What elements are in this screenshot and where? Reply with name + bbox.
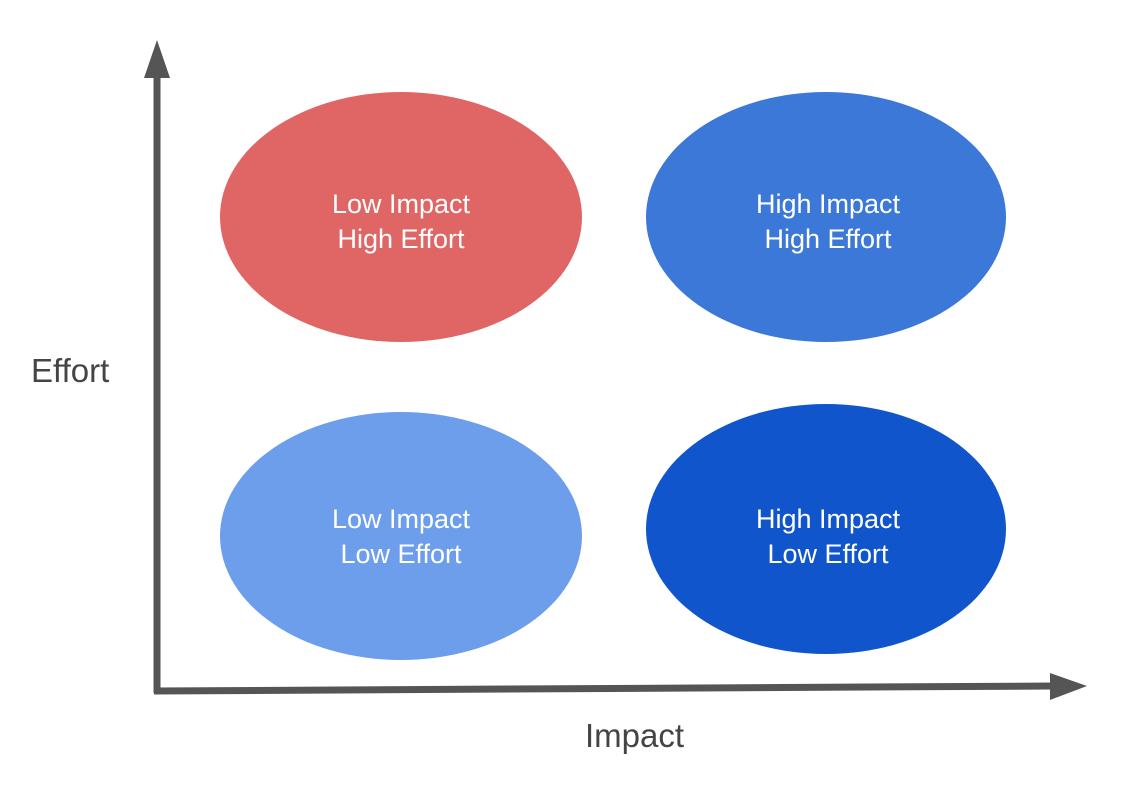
quadrant-label-line: Low Effort <box>767 539 889 569</box>
x-axis-arrowhead <box>1050 673 1087 700</box>
quadrant-high-impact-low-effort <box>646 404 1006 654</box>
quadrant-label-line: Low Impact <box>331 189 471 219</box>
quadrant-low-impact-high-effort <box>220 92 582 342</box>
y-axis-label: Effort <box>31 352 110 389</box>
y-axis-arrowhead <box>144 40 170 78</box>
quadrant-label-low-impact-low-effort: Low Impact Low Effort <box>221 502 581 572</box>
quadrant-label-high-impact-high-effort: High Impact High Effort <box>648 187 1008 257</box>
x-axis-line <box>153 682 1055 695</box>
quadrant-high-impact-high-effort <box>646 92 1006 342</box>
quadrant-label-line: Low Impact <box>331 504 471 534</box>
quadrant-low-impact-low-effort <box>220 412 582 660</box>
quadrant-label-line: High Effort <box>764 224 892 254</box>
quadrant-label-low-impact-high-effort: Low Impact High Effort <box>221 187 581 257</box>
x-axis-label: Impact <box>584 717 685 754</box>
quadrant-label-high-impact-low-effort: High Impact Low Effort <box>648 502 1008 572</box>
quadrant-label-line: High Impact <box>755 504 901 534</box>
quadrant-label-line: High Impact <box>755 189 901 219</box>
quadrant-label-line: High Effort <box>337 224 465 254</box>
quadrant-label-line: Low Effort <box>340 539 462 569</box>
